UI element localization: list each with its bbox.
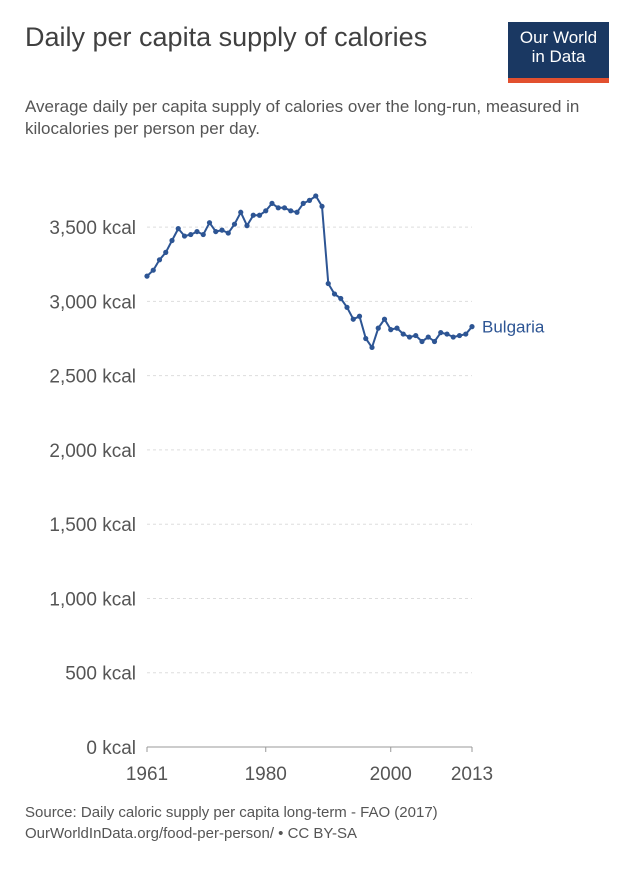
data-point[interactable] (200, 231, 206, 238)
y-axis-ticks: 0 kcal 500 kcal 1,000 kcal 1,500 kcal 2,000 … (49, 218, 136, 759)
data-point[interactable] (144, 273, 150, 279)
data-point[interactable] (188, 231, 194, 238)
data-point[interactable] (363, 335, 369, 342)
owid-logo[interactable]: Our World in Data (508, 22, 609, 83)
logo-line-1: Our World (519, 28, 598, 47)
data-point[interactable] (150, 267, 156, 273)
data-point[interactable] (338, 295, 344, 302)
data-point[interactable] (431, 338, 438, 345)
y-tick-label: 3,500 kcal (49, 218, 136, 239)
data-point[interactable] (263, 208, 269, 214)
data-point[interactable] (306, 197, 313, 203)
data-point[interactable] (350, 316, 356, 322)
data-point[interactable] (250, 212, 256, 218)
data-point[interactable] (406, 334, 413, 340)
source-link[interactable]: OurWorldInData.org/food-per-person/ • CC… (25, 825, 358, 842)
source-note: Source: Daily caloric supply per capita … (25, 802, 615, 844)
data-point[interactable] (450, 334, 456, 340)
data-point[interactable] (313, 193, 319, 199)
data-point[interactable] (369, 344, 375, 351)
data-point[interactable] (413, 332, 419, 339)
data-point[interactable] (275, 205, 281, 211)
data-point[interactable] (438, 329, 444, 336)
data-point[interactable] (331, 291, 338, 297)
data-point[interactable] (194, 228, 200, 235)
data-point[interactable] (463, 331, 469, 337)
data-point[interactable] (163, 249, 169, 255)
data-point[interactable] (213, 228, 219, 235)
data-point[interactable] (319, 203, 325, 209)
data-point[interactable] (300, 200, 306, 206)
x-tick-label: 1980 (245, 764, 287, 785)
data-point[interactable] (156, 257, 163, 263)
data-point[interactable] (256, 212, 263, 218)
y-tick-label: 2,500 kcal (49, 367, 136, 388)
data-point[interactable] (181, 233, 188, 239)
data-point[interactable] (244, 223, 250, 229)
data-point[interactable] (169, 237, 175, 244)
x-axis-ticks: 1961 1980 2000 2013 (126, 747, 493, 785)
data-point[interactable] (356, 313, 363, 319)
data-point[interactable] (394, 325, 400, 331)
data-point[interactable] (294, 209, 300, 215)
data-point[interactable] (419, 338, 425, 345)
y-tick-label: 0 kcal (86, 738, 136, 759)
data-point[interactable] (225, 230, 231, 236)
data-point[interactable] (388, 327, 394, 333)
data-point[interactable] (325, 280, 331, 287)
data-point[interactable] (344, 304, 350, 310)
grid-lines (147, 226, 472, 674)
y-tick-label: 1,000 kcal (49, 589, 136, 610)
y-tick-label: 2,000 kcal (49, 441, 136, 462)
x-tick-label: 2000 (370, 764, 412, 785)
data-point[interactable] (444, 331, 450, 337)
x-tick-label: 1961 (126, 764, 168, 785)
series-layer: Bulgaria (144, 193, 545, 351)
data-point[interactable] (288, 208, 294, 214)
chart-title: Daily per capita supply of calories (25, 22, 428, 52)
data-point[interactable] (425, 334, 431, 340)
data-point[interactable] (175, 226, 181, 232)
x-tick-label: 2013 (451, 764, 493, 785)
data-point[interactable] (269, 200, 275, 206)
y-tick-label: 3,000 kcal (49, 292, 136, 313)
y-tick-label: 500 kcal (65, 664, 136, 685)
data-point[interactable] (469, 324, 475, 330)
data-point[interactable] (456, 332, 463, 339)
data-point[interactable] (375, 325, 381, 331)
data-point[interactable] (281, 205, 288, 211)
source-text: Source: Daily caloric supply per capita … (25, 804, 438, 821)
series-label: Bulgaria (482, 318, 545, 337)
chart-subtitle: Average daily per capita supply of calor… (25, 97, 580, 138)
series-line-bulgaria[interactable] (146, 194, 473, 349)
data-point[interactable] (231, 221, 238, 227)
data-point[interactable] (238, 209, 244, 215)
y-tick-label: 1,500 kcal (49, 515, 136, 536)
data-point[interactable] (400, 331, 406, 337)
logo-line-2: in Data (531, 47, 586, 66)
data-point[interactable] (381, 316, 388, 322)
data-point[interactable] (219, 227, 225, 233)
data-point[interactable] (206, 220, 213, 226)
line-chart: 0 kcal 500 kcal 1,000 kcal 1,500 kcal 2,000 … (49, 193, 545, 785)
